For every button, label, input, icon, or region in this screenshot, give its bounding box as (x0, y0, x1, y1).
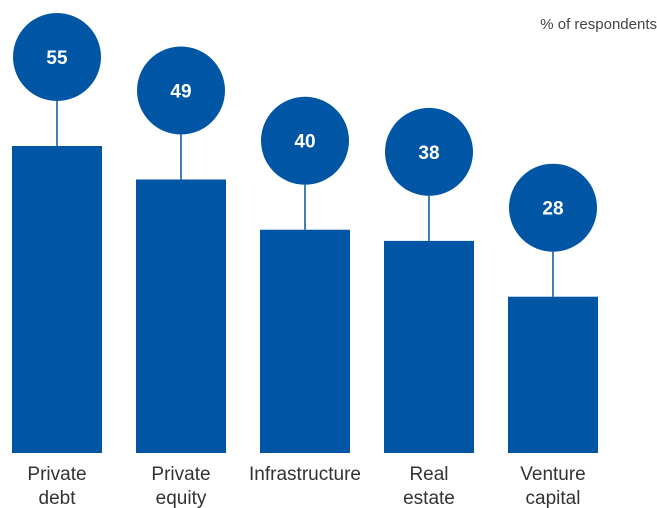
category-label-line: equity (156, 488, 207, 508)
category-label: Private debt (27, 464, 86, 508)
data-label: 38 (418, 143, 439, 164)
value-callout-circle (509, 163, 597, 252)
data-label: 28 (542, 199, 563, 220)
category-label-line: Venture (520, 464, 586, 485)
category-label-line: debt (39, 488, 77, 508)
value-callout-circle (261, 96, 349, 185)
bar (260, 229, 350, 453)
category-label-line: Real (409, 464, 448, 485)
category-label-line: estate (403, 488, 455, 508)
category-label-line: Infrastructure (249, 464, 361, 485)
category-label: Real estate (403, 464, 455, 508)
data-label: 55 (46, 48, 68, 69)
data-label: 49 (170, 81, 191, 102)
category-label-line: Private (27, 464, 86, 485)
unit-note: % of respondents (540, 16, 657, 33)
value-callout-circle (13, 13, 101, 101)
category-label-line: Private (151, 464, 210, 485)
value-callout-circle (385, 107, 473, 196)
category-label: Infrastructure (249, 464, 361, 485)
data-label: 40 (294, 132, 315, 153)
value-callout-circle (137, 46, 225, 135)
bar (508, 296, 598, 453)
bar (12, 146, 102, 453)
bar (136, 179, 226, 453)
category-label: Private equity (151, 464, 210, 508)
bar (384, 240, 474, 453)
category-label: Venture capital (520, 464, 586, 508)
category-label-line: capital (526, 488, 581, 508)
